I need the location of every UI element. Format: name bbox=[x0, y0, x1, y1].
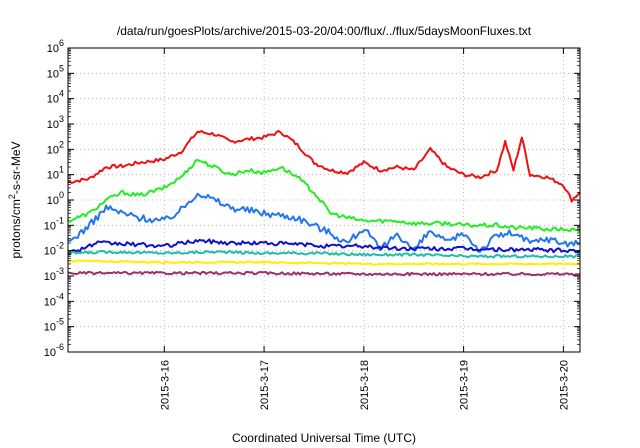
series-line bbox=[67, 129, 581, 203]
y-tick-label-base: 10 bbox=[44, 296, 56, 308]
y-tick-label: 10-2 bbox=[44, 241, 64, 258]
y-tick-label-base: 10 bbox=[47, 68, 59, 80]
y-tick-label-exp: 1 bbox=[59, 165, 64, 175]
y-tick-label: 103 bbox=[47, 114, 64, 131]
y-tick-label: 10-5 bbox=[44, 317, 64, 334]
x-tick-label: 2015-3-18 bbox=[359, 360, 371, 410]
y-tick-label: 104 bbox=[47, 89, 64, 106]
y-tick-label-base: 10 bbox=[44, 246, 56, 258]
y-tick-label-base: 10 bbox=[47, 43, 59, 55]
y-tick-label-base: 10 bbox=[47, 119, 59, 131]
y-tick-label: 106 bbox=[47, 38, 64, 55]
x-tick-label: 2015-3-19 bbox=[459, 360, 471, 410]
y-tick-label-exp: 0 bbox=[59, 190, 64, 200]
y-tick-label: 105 bbox=[47, 63, 64, 80]
y-tick-label-base: 10 bbox=[47, 144, 59, 156]
x-axis-label: Coordinated Universal Time (UTC) bbox=[232, 431, 416, 445]
y-tick-label: 10-6 bbox=[44, 342, 64, 359]
y-tick-label-exp: -3 bbox=[56, 266, 64, 276]
y-tick-label-exp: 4 bbox=[59, 89, 64, 99]
y-axis-label: protons/cm2-s-sr-MeV bbox=[7, 141, 23, 258]
y-tick-label: 101 bbox=[47, 165, 64, 182]
y-tick-label: 100 bbox=[47, 190, 64, 207]
y-tick-label-base: 10 bbox=[44, 347, 56, 359]
series-group bbox=[67, 129, 581, 277]
y-tick-label-exp: -6 bbox=[56, 342, 64, 352]
y-tick-label-exp: -4 bbox=[56, 291, 64, 301]
x-tick-label: 2015-3-20 bbox=[558, 360, 570, 410]
y-tick-label: 10-3 bbox=[44, 266, 64, 283]
series-line bbox=[67, 259, 581, 266]
x-tick-label: 2015-3-16 bbox=[159, 360, 171, 410]
y-tick-label-exp: 2 bbox=[59, 139, 64, 149]
y-tick-label-exp: 5 bbox=[59, 63, 64, 73]
grid-lines bbox=[68, 48, 580, 352]
series-line bbox=[67, 270, 581, 277]
y-axis-label-sup: 2 bbox=[7, 194, 17, 199]
y-tick-label-base: 10 bbox=[44, 322, 56, 334]
x-tick-labels: 2015-3-16 2015-3-17 2015-3-18 2015-3-19 2015… bbox=[159, 48, 570, 410]
y-tick-label-exp: -2 bbox=[56, 241, 64, 251]
y-axis-label-rest: -s-sr-MeV bbox=[9, 141, 23, 194]
y-tick-label-exp: -1 bbox=[56, 215, 64, 225]
y-tick-label: 102 bbox=[47, 139, 64, 156]
series-line bbox=[67, 192, 581, 253]
y-tick-label: 10-1 bbox=[44, 215, 64, 232]
y-tick-label: 10-4 bbox=[44, 291, 64, 308]
y-tick-label-base: 10 bbox=[47, 195, 59, 207]
y-axis-label-base: protons/cm bbox=[9, 199, 23, 258]
x-tick-label: 2015-3-17 bbox=[259, 360, 271, 410]
series-line bbox=[67, 238, 581, 256]
y-tick-label-exp: -5 bbox=[56, 317, 64, 327]
y-tick-label-base: 10 bbox=[44, 220, 56, 232]
y-tick-label-exp: 3 bbox=[59, 114, 64, 124]
y-tick-labels: 10-610-510-410-310-210-11001011021031041… bbox=[44, 38, 580, 359]
chart-title: /data/run/goesPlots/archive/2015-03-20/0… bbox=[117, 24, 532, 38]
y-tick-label-base: 10 bbox=[47, 170, 59, 182]
series-line bbox=[67, 158, 581, 233]
y-tick-label-base: 10 bbox=[47, 94, 59, 106]
y-tick-label-exp: 6 bbox=[59, 38, 64, 48]
series-line bbox=[67, 250, 581, 259]
y-tick-label-base: 10 bbox=[44, 271, 56, 283]
